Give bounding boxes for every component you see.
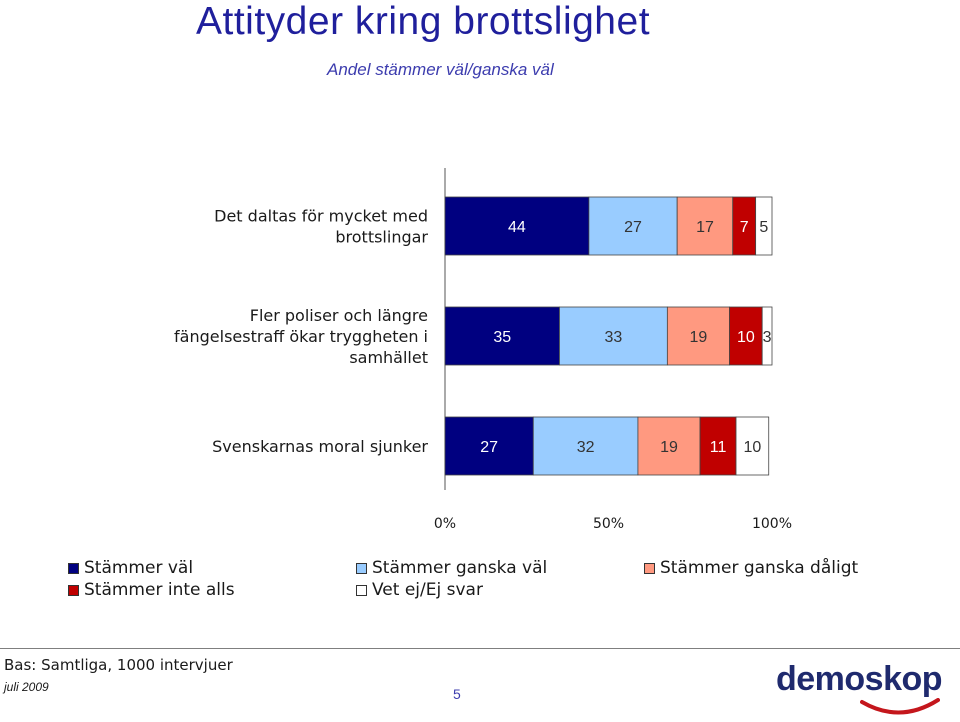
bar-segment bbox=[761, 306, 773, 366]
footer-divider bbox=[0, 648, 960, 649]
x-tick-label: 100% bbox=[752, 516, 792, 532]
bar-segment bbox=[444, 306, 560, 366]
legend-item: Stämmer ganska väl bbox=[356, 558, 547, 578]
legend-swatch bbox=[68, 584, 79, 596]
data-label: 27 bbox=[480, 439, 498, 456]
data-label: 5 bbox=[759, 219, 768, 236]
data-label: 17 bbox=[696, 219, 714, 236]
category-label: Fler poliser och längre fängelsestraff ök… bbox=[174, 306, 428, 367]
legend-label: Vet ej/Ej svar bbox=[372, 580, 483, 600]
bar-segment bbox=[676, 196, 734, 256]
data-label: 11 bbox=[710, 439, 727, 456]
bar-segment bbox=[444, 416, 534, 476]
data-label: 3 bbox=[763, 329, 772, 346]
bar-segment bbox=[637, 416, 701, 476]
legend-swatch bbox=[68, 562, 79, 574]
bar-segment bbox=[666, 306, 730, 366]
data-label: 33 bbox=[605, 329, 623, 346]
bar-segment bbox=[444, 196, 590, 256]
bar-segment bbox=[559, 306, 668, 366]
legend-label: Stämmer ganska dåligt bbox=[660, 558, 859, 578]
data-label: 35 bbox=[493, 329, 511, 346]
legend-item: Vet ej/Ej svar bbox=[356, 580, 483, 600]
chart-subtitle: Andel stämmer väl/ganska väl bbox=[327, 60, 554, 79]
page-title: Attityder kring brottslighet bbox=[196, 0, 651, 43]
bar-segment bbox=[532, 416, 639, 476]
data-label: 32 bbox=[577, 439, 595, 456]
legend-label: Stämmer ganska väl bbox=[372, 558, 548, 578]
bar-segment bbox=[729, 306, 763, 366]
legend-label: Stämmer inte alls bbox=[84, 580, 235, 600]
data-label: 10 bbox=[743, 439, 761, 456]
date-note: juli 2009 bbox=[4, 680, 49, 694]
category-label: Svenskarnas moral sjunker bbox=[212, 437, 428, 456]
bar-segment bbox=[755, 196, 773, 256]
data-label: 19 bbox=[660, 439, 678, 456]
legend-label: Stämmer väl bbox=[84, 558, 194, 578]
category-label: Det daltas för mycket med brottslingar bbox=[214, 207, 428, 247]
legend-item: Stämmer ganska dåligt bbox=[644, 558, 858, 578]
data-label: 7 bbox=[740, 219, 749, 236]
logo-swoosh-icon bbox=[860, 698, 940, 715]
data-label: 10 bbox=[737, 329, 755, 346]
page-number: 5 bbox=[453, 686, 461, 702]
stacked-bar-chart: Det daltas för mycket med brottslingar 44 2… bbox=[174, 168, 792, 532]
legend-item: Stämmer väl bbox=[68, 558, 193, 578]
data-label: 44 bbox=[508, 219, 526, 236]
x-tick-label: 50% bbox=[593, 516, 624, 532]
bar-segment bbox=[735, 416, 770, 476]
data-label: 27 bbox=[624, 219, 642, 236]
x-tick-label: 0% bbox=[434, 516, 456, 532]
legend-item: Stämmer inte alls bbox=[68, 580, 235, 600]
legend-swatch bbox=[356, 562, 367, 574]
data-label: 19 bbox=[690, 329, 708, 346]
legend-swatch bbox=[356, 584, 367, 596]
demoskop-logo: demoskop bbox=[776, 660, 943, 698]
base-note: Bas: Samtliga, 1000 intervjuer bbox=[4, 656, 233, 674]
legend-swatch bbox=[644, 562, 655, 574]
